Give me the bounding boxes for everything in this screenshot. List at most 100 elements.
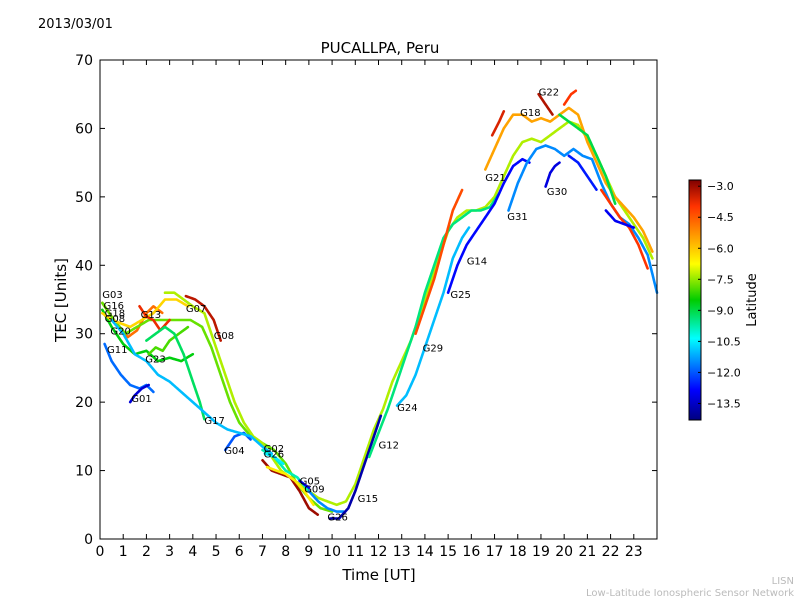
series-line-g31-25 — [507, 144, 659, 295]
x-tick-label-1: 1 — [119, 544, 128, 560]
x-tick-label-4: 4 — [188, 544, 197, 560]
satellite-label-25: G31 — [507, 212, 527, 223]
satellite-label-21: G29 — [423, 344, 443, 355]
colorbar — [688, 179, 702, 421]
satellite-label-18: G15 — [358, 494, 378, 505]
x-tick-label-12: 12 — [370, 544, 388, 560]
series-line-g12-20 — [367, 192, 501, 459]
y-tick-label-50: 50 — [75, 190, 93, 206]
credit-lisn: LISN — [771, 576, 794, 587]
satellite-label-15: G05 — [300, 476, 320, 487]
series-line-g08-2 — [101, 301, 334, 513]
series-line-g19-29 — [562, 89, 578, 106]
series-line-g24-21 — [395, 226, 471, 407]
colorbar-tick-label-6: −12.0 — [707, 366, 741, 379]
satellite-label-7: G23 — [145, 355, 165, 366]
satellite-label-13: G02 — [264, 444, 284, 455]
satellite-label-12: G04 — [224, 446, 244, 457]
x-tick-label-5: 5 — [212, 544, 221, 560]
colorbar-tick-label-1: −4.5 — [707, 211, 734, 224]
y-tick-label-0: 0 — [84, 532, 93, 548]
satellite-label-14: G26 — [264, 450, 284, 461]
satellite-label-5: G11 — [107, 345, 127, 356]
x-tick-label-9: 9 — [304, 544, 313, 560]
y-tick-label-70: 70 — [75, 53, 93, 69]
y-tick-label-20: 20 — [75, 395, 93, 411]
x-tick-label-13: 13 — [393, 544, 411, 560]
y-tick-label-40: 40 — [75, 258, 93, 274]
colorbar-tick-label-5: −10.5 — [707, 335, 741, 348]
series-line-g01-5 — [128, 383, 150, 404]
series-line-g05-14 — [298, 479, 311, 490]
satellite-label-0: G03 — [102, 290, 122, 301]
chart-title: PUCALLPA, Peru — [321, 39, 440, 57]
satellite-label-9: G07 — [186, 304, 206, 315]
series-line-g14-23 — [446, 157, 531, 295]
colorbar-tick-label-0: −3.0 — [707, 180, 734, 193]
series-line-g15-19 — [328, 414, 383, 520]
satellite-label-10: G08 — [214, 331, 234, 342]
series-line-g18-26 — [490, 110, 506, 137]
satellite-label-1: G16 — [104, 301, 124, 312]
colorbar-tick-label-4: −9.0 — [707, 304, 734, 317]
x-tick-label-23: 23 — [625, 544, 643, 560]
series-line-g32-31 — [558, 113, 617, 205]
colorbar-label: Latitude — [745, 273, 760, 327]
satellite-label-23: G14 — [467, 257, 487, 268]
satellite-label-22: G25 — [450, 290, 470, 301]
x-tick-label-14: 14 — [416, 544, 434, 560]
satellite-label-19: G12 — [379, 441, 399, 452]
colorbar-tick-label-3: −7.5 — [707, 273, 734, 286]
x-tick-label-16: 16 — [462, 544, 480, 560]
series-line-g17-10 — [145, 325, 206, 421]
x-tick-label-8: 8 — [281, 544, 290, 560]
series-line-g20-3 — [101, 298, 190, 329]
series-line-g27-30 — [567, 154, 599, 192]
satellite-label-17: G26 — [327, 513, 347, 524]
x-tick-label-11: 11 — [346, 544, 364, 560]
satellite-label-6: G13 — [141, 310, 161, 321]
y-tick-label-10: 10 — [75, 464, 93, 480]
series-line-g22-28 — [537, 92, 554, 116]
x-tick-label-0: 0 — [96, 544, 105, 560]
satellite-label-11: G17 — [204, 416, 224, 427]
x-tick-label-19: 19 — [532, 544, 550, 560]
chart-date: 2013/03/01 — [38, 17, 113, 32]
satellite-label-2: G18 — [105, 309, 125, 320]
series-line-g23-7 — [147, 325, 190, 356]
series-line-g10-18 — [110, 318, 274, 455]
credit-network: Low-Latitude Ionospheric Sensor Network — [586, 588, 794, 599]
y-tick-label-60: 60 — [75, 121, 93, 137]
series-line-g06-17 — [265, 465, 315, 507]
satellite-label-8: G01 — [131, 394, 151, 405]
series-line-g33-32 — [599, 188, 650, 271]
x-tick-label-2: 2 — [142, 544, 151, 560]
x-tick-label-3: 3 — [165, 544, 174, 560]
satellite-label-16: G09 — [304, 485, 324, 496]
satellite-label-26: G18 — [520, 108, 540, 119]
series-line-g34-33 — [604, 209, 636, 229]
x-tick-label-10: 10 — [323, 544, 341, 560]
colorbar-tick-label-2: −6.0 — [707, 242, 734, 255]
series-line-g21-24 — [483, 106, 654, 253]
series-line-g16-1 — [101, 308, 195, 363]
x-tick-label-6: 6 — [235, 544, 244, 560]
series-line-g09-15 — [307, 489, 346, 513]
satellite-label-4: G20 — [110, 326, 130, 337]
y-axis-label: TEC [Units] — [52, 258, 70, 343]
x-tick-label-20: 20 — [555, 544, 573, 560]
x-tick-label-15: 15 — [439, 544, 457, 560]
satellite-label-3: G08 — [105, 314, 125, 325]
satellite-label-28: G30 — [547, 187, 567, 198]
satellite-label-24: G21 — [485, 173, 505, 184]
x-tick-label-22: 22 — [602, 544, 620, 560]
x-tick-label-21: 21 — [578, 544, 596, 560]
series-line-g29-22 — [414, 188, 464, 336]
series-line-g07-8 — [184, 294, 222, 342]
colorbar-tick-label-7: −13.5 — [707, 397, 741, 410]
x-axis-label: Time [UT] — [341, 566, 415, 584]
series-line-g26-13 — [263, 452, 285, 466]
x-tick-label-17: 17 — [486, 544, 504, 560]
series-line-g30-27 — [544, 161, 561, 188]
